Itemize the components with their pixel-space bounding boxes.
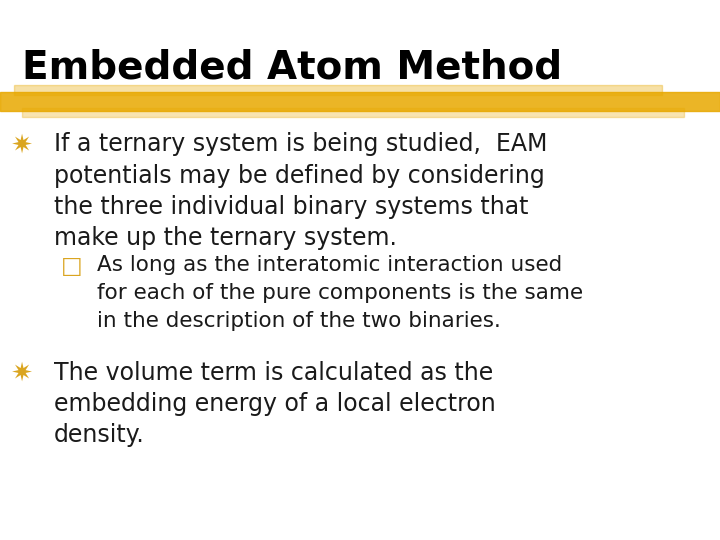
- Bar: [0, 92, 720, 111]
- Bar: [22, 108, 684, 117]
- Text: Embedded Atom Method: Embedded Atom Method: [22, 49, 562, 86]
- Text: □: □: [61, 255, 83, 278]
- Text: make up the ternary system.: make up the ternary system.: [54, 226, 397, 250]
- Text: embedding energy of a local electron: embedding energy of a local electron: [54, 392, 496, 416]
- Text: As long as the interatomic interaction used: As long as the interatomic interaction u…: [97, 255, 562, 275]
- Text: ✷: ✷: [11, 132, 33, 158]
- Text: for each of the pure components is the same: for each of the pure components is the s…: [97, 283, 583, 303]
- Text: in the description of the two binaries.: in the description of the two binaries.: [97, 311, 501, 331]
- Text: The volume term is calculated as the: The volume term is calculated as the: [54, 361, 493, 384]
- Text: density.: density.: [54, 423, 145, 447]
- Text: potentials may be defined by considering: potentials may be defined by considering: [54, 164, 545, 187]
- Text: If a ternary system is being studied,  EAM: If a ternary system is being studied, EA…: [54, 132, 547, 156]
- Text: the three individual binary systems that: the three individual binary systems that: [54, 195, 528, 219]
- Text: ✷: ✷: [11, 361, 33, 387]
- Bar: [14, 85, 662, 94]
